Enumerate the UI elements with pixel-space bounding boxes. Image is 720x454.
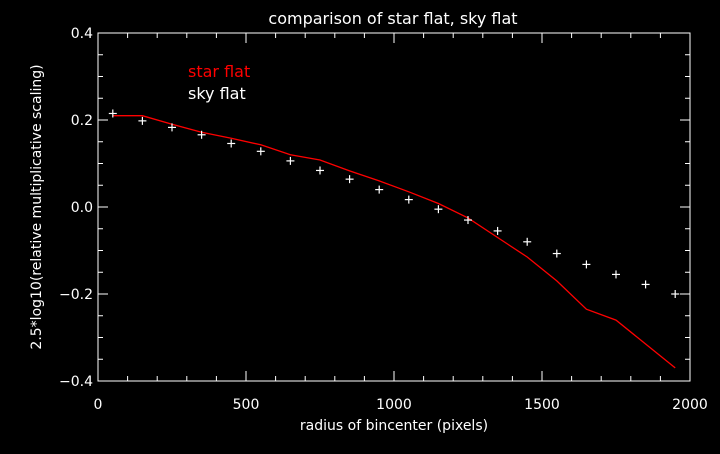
sky-flat-point (227, 139, 236, 148)
sky-flat-point (582, 260, 591, 269)
y-axis-label: 2.5*log10(relative multiplicative scalin… (29, 64, 45, 349)
sky-flat-point (552, 249, 561, 258)
sky-flat-point (523, 237, 532, 246)
sky-flat-point (316, 166, 324, 175)
sky-flat-point (138, 116, 147, 125)
sky-flat-point (375, 185, 384, 194)
sky-flat-point (671, 290, 680, 298)
plot-frame (97, 32, 691, 382)
axis-ticks (97, 32, 691, 382)
x-tick-label: 500 (233, 397, 260, 413)
legend-label-sky-flat: sky flat (188, 84, 246, 103)
series-layer (108, 109, 680, 369)
sky-flat-point (108, 109, 117, 118)
sky-flat-point (641, 280, 650, 289)
sky-flat-point (404, 195, 413, 204)
x-tick-label: 0 (94, 397, 103, 413)
sky-flat-point (434, 205, 443, 214)
y-tick-label: −0.4 (59, 374, 93, 390)
y-tick-label: 0.0 (71, 200, 93, 216)
sky-flat-point (464, 216, 472, 225)
x-tick-label: 2000 (672, 397, 708, 413)
y-tick-label: 0.2 (71, 113, 93, 129)
y-tick-label: −0.2 (59, 287, 93, 303)
x-tick-label: 1000 (376, 397, 412, 413)
sky-flat-point (197, 130, 206, 139)
sky-flat-point (493, 226, 502, 235)
chart-title: comparison of star flat, sky flat (268, 9, 517, 28)
sky-flat-point (168, 123, 176, 132)
axis-tick-labels: 0 500 1000 1500 2000 −0.4 −0.2 0.0 0.2 0.4 (59, 26, 708, 413)
x-tick-label: 1500 (524, 397, 560, 413)
legend-label-star-flat: star flat (188, 62, 250, 81)
legend: star flat sky flat (188, 62, 250, 103)
series-line-star-flat (112, 115, 676, 369)
y-tick-label: 0.4 (71, 26, 93, 42)
x-axis-label: radius of bincenter (pixels) (300, 418, 488, 434)
sky-flat-point (286, 156, 295, 165)
sky-flat-point (345, 175, 354, 184)
sky-flat-point (612, 270, 620, 279)
sky-flat-point (256, 147, 265, 156)
